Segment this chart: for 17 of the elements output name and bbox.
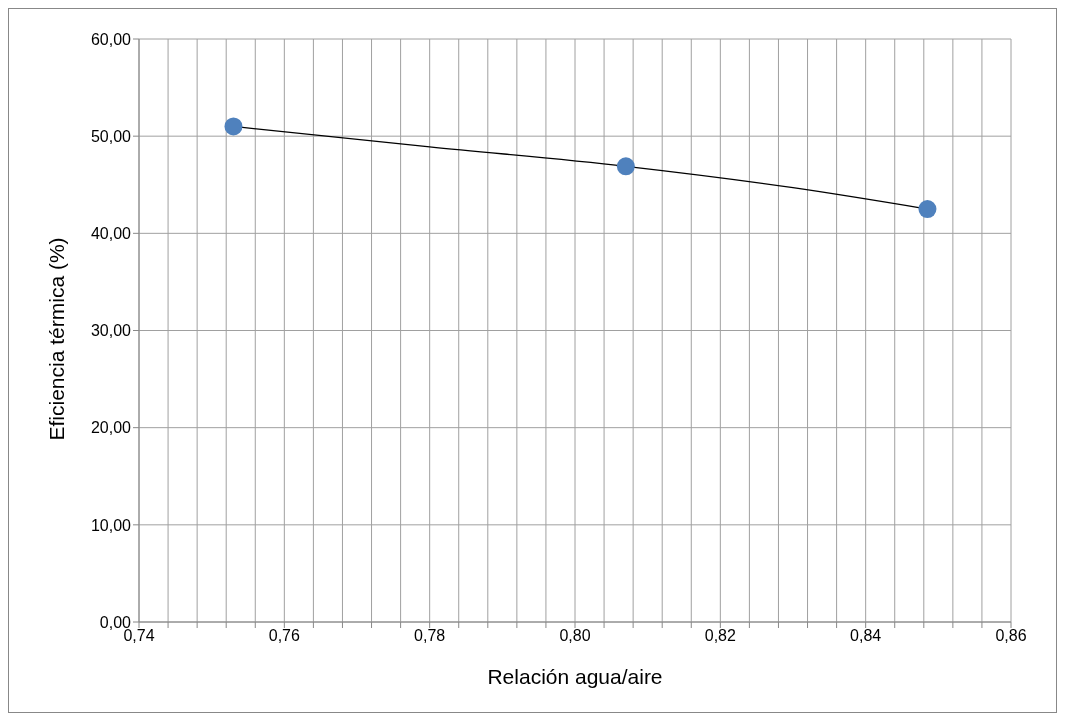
x-tick-label: 0,76 [268,627,301,645]
y-tick-label: 60,00 [90,30,132,48]
y-tick-label: 40,00 [90,225,132,243]
point [918,200,937,219]
y-axis-title: Eficiencia térmica (%) [45,237,69,441]
x-axis-title: Relación agua/aire [487,665,663,688]
y-tick-label: 50,00 [90,127,132,145]
x-tick-label: 0,84 [850,627,882,645]
y-tick-label: 10,00 [90,516,132,534]
y-tick-label: 20,00 [90,419,132,437]
x-tick-label: 0,82 [704,627,737,645]
x-tick-label: 0,78 [414,627,446,645]
y-tick-label: 30,00 [90,322,132,340]
point [616,157,635,176]
x-tick-label: 0,80 [559,627,591,645]
x-tick-label: 0,86 [995,627,1027,645]
point [224,117,243,136]
